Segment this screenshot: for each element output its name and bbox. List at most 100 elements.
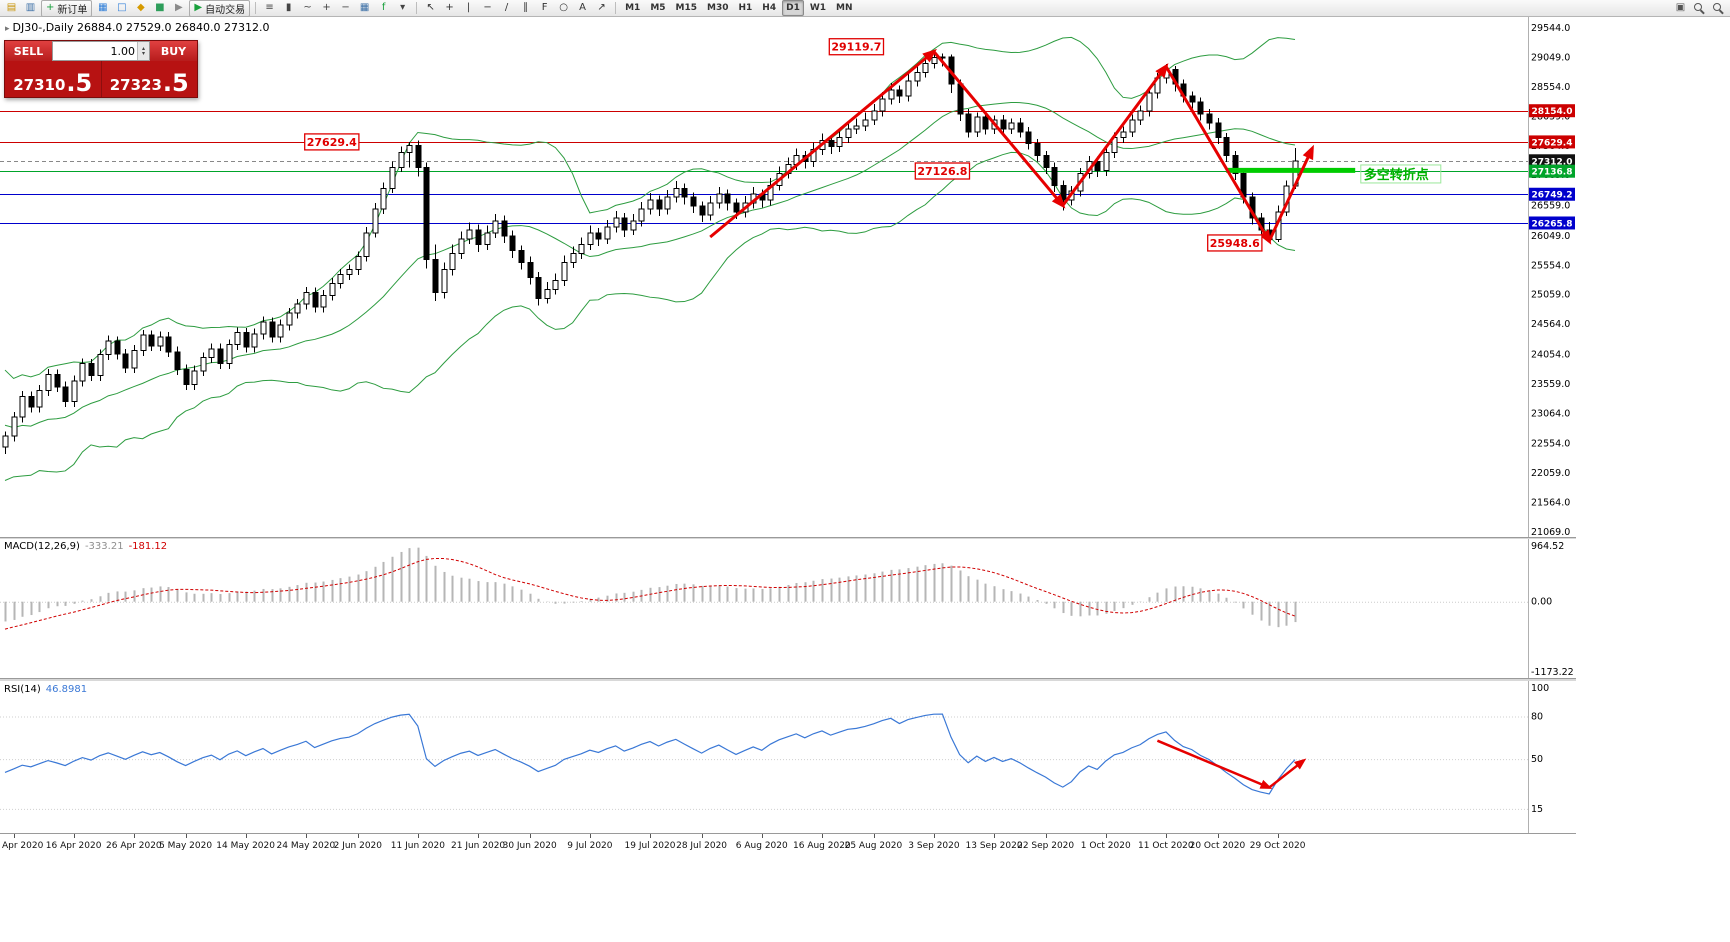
- crosshair-icon[interactable]: +: [441, 0, 458, 17]
- volume-up-button[interactable]: ▴: [141, 45, 145, 52]
- zoom-out-icon[interactable]: −: [337, 0, 354, 17]
- rsi-panel[interactable]: 100 80 50 15: [0, 681, 1730, 833]
- panel-separator[interactable]: [0, 678, 1576, 681]
- new-order-icon: +: [46, 2, 55, 13]
- callout-box[interactable]: [1207, 234, 1263, 252]
- timeframe-m5-button[interactable]: M5: [650, 3, 666, 13]
- trend-arrow-5-head[interactable]: [1302, 144, 1314, 161]
- profiles-icon[interactable]: ▥: [22, 0, 39, 17]
- text-icon: A: [579, 2, 587, 13]
- timeframe-m1-button[interactable]: M1: [625, 3, 641, 13]
- date-label: 16 Aug 2020: [793, 841, 851, 851]
- tile-windows-icon: ▦: [359, 2, 370, 13]
- macd-panel[interactable]: 964.52 0.00 -1173.22: [0, 539, 1730, 678]
- timeframe-h1-button[interactable]: H1: [738, 3, 753, 13]
- search-icon[interactable]: [1710, 0, 1727, 17]
- autotrading-button[interactable]: ▶ 自动交易: [189, 0, 251, 17]
- strategy-tester-icon[interactable]: ▶: [170, 0, 187, 17]
- macd-scale-label: -1173.22: [1531, 667, 1574, 678]
- candlestick-chart-icon[interactable]: ▮: [280, 0, 297, 17]
- time-tick: [529, 834, 531, 838]
- fibonacci-icon[interactable]: F: [536, 0, 553, 17]
- timeframe-mn-button[interactable]: MN: [836, 3, 853, 13]
- volume-input[interactable]: [53, 44, 137, 58]
- trend-arrow-3-head[interactable]: [1155, 63, 1169, 78]
- terminal-icon[interactable]: ■: [151, 0, 168, 17]
- turning-point-label[interactable]: 多空转折点: [1364, 167, 1429, 183]
- buy-price[interactable]: 27323 .5: [100, 61, 198, 97]
- rsi-arrow-1[interactable]: [1156, 739, 1266, 788]
- templates-icon[interactable]: ▾: [394, 0, 411, 17]
- time-tick: [357, 834, 359, 838]
- rsi-name: RSI(14): [4, 684, 41, 695]
- vertical-line-icon: |: [466, 2, 471, 13]
- shapes-icon[interactable]: ○: [555, 0, 572, 17]
- sell-price-int: 27310: [13, 76, 66, 94]
- trend-arrow-4-head[interactable]: [1259, 229, 1272, 245]
- navigator-icon[interactable]: ◆: [132, 0, 149, 17]
- rsi-arrow-2-head[interactable]: [1293, 758, 1307, 770]
- callout-box[interactable]: [304, 133, 360, 151]
- buy-button[interactable]: BUY: [150, 41, 197, 61]
- cursor-icon: ↖: [426, 2, 435, 13]
- trend-arrow-3[interactable]: [1061, 69, 1165, 207]
- date-label: 29 Oct 2020: [1249, 841, 1306, 851]
- text-icon[interactable]: A: [574, 0, 591, 17]
- date-label: 24 May 2020: [276, 841, 336, 851]
- trend-arrow-1[interactable]: [709, 53, 931, 239]
- trend-arrow-5[interactable]: [1267, 152, 1312, 242]
- callout-box[interactable]: [828, 38, 885, 56]
- trend-arrow-2-head[interactable]: [1051, 194, 1066, 209]
- timeframe-m30-button[interactable]: M30: [707, 3, 729, 13]
- macd-label: MACD(12,26,9) -333.21 -181.12: [4, 541, 167, 552]
- main-chart-panel[interactable]: 29544.029049.028554.028059.027564.027069…: [0, 17, 1730, 537]
- bar-chart-icon[interactable]: ≡: [261, 0, 278, 17]
- vertical-line-icon[interactable]: |: [460, 0, 477, 17]
- price-tag-text: 27629.4: [1532, 138, 1573, 148]
- time-tick: [701, 834, 703, 838]
- market-watch-icon[interactable]: ▦: [94, 0, 111, 17]
- turning-point-box[interactable]: [1360, 164, 1442, 184]
- panel-separator[interactable]: [0, 537, 1576, 539]
- trend-arrow-2[interactable]: [932, 50, 1061, 203]
- new-order-button[interactable]: + 新订单: [41, 0, 93, 17]
- time-axis[interactable]: Apr 2020 16 Apr 2020 26 Apr 2020 5 May 2020…: [0, 833, 1576, 856]
- trend-zigzag[interactable]: [709, 48, 1314, 245]
- line-chart-icon[interactable]: ~: [299, 0, 316, 17]
- channel-icon[interactable]: ∥: [517, 0, 534, 17]
- tile-windows-icon[interactable]: ▦: [356, 0, 373, 17]
- callout-box[interactable]: [914, 162, 971, 180]
- timeframe-w1-button[interactable]: W1: [809, 3, 827, 13]
- volume-field: ▴ ▾: [52, 41, 150, 61]
- timeframe-d1-button[interactable]: D1: [782, 0, 804, 16]
- price-label: 26049.0: [1531, 231, 1570, 242]
- macd-name: MACD(12,26,9): [4, 541, 80, 552]
- timeframe-h4-button[interactable]: H4: [762, 3, 777, 13]
- bollinger-bands[interactable]: [4, 36, 1296, 481]
- volume-down-button[interactable]: ▾: [141, 50, 145, 57]
- toolbar-separator: [255, 2, 257, 14]
- navigator-icon: ◆: [137, 2, 145, 13]
- chart-shift-icon[interactable]: ▣: [1672, 0, 1689, 17]
- sell-button[interactable]: SELL: [5, 41, 52, 61]
- cursor-icon[interactable]: ↖: [422, 0, 439, 17]
- indicators-icon[interactable]: f: [375, 0, 392, 17]
- bollinger-upper[interactable]: [4, 36, 1296, 380]
- trendline-icon[interactable]: /: [498, 0, 515, 17]
- buy-price-int: 27323: [109, 76, 162, 94]
- arrow-tools-icon[interactable]: ↗: [593, 0, 610, 17]
- new-chart-icon[interactable]: ▤: [3, 0, 20, 17]
- data-window-icon[interactable]: □: [113, 0, 130, 17]
- rsi-arrow-2[interactable]: [1268, 762, 1302, 789]
- horizontal-line-icon[interactable]: −: [479, 0, 496, 17]
- trend-arrow-4[interactable]: [1164, 65, 1268, 238]
- time-tick: [1045, 834, 1047, 838]
- bollinger-lower[interactable]: [4, 151, 1296, 481]
- sell-price[interactable]: 27310 .5: [5, 61, 101, 97]
- rsi-trend-arrows[interactable]: [1156, 739, 1307, 789]
- market-watch-icon: ▦: [98, 2, 108, 13]
- zoom-in-icon[interactable]: +: [318, 0, 335, 17]
- search-icon[interactable]: [1691, 0, 1708, 17]
- timeframe-m15-button[interactable]: M15: [675, 3, 698, 13]
